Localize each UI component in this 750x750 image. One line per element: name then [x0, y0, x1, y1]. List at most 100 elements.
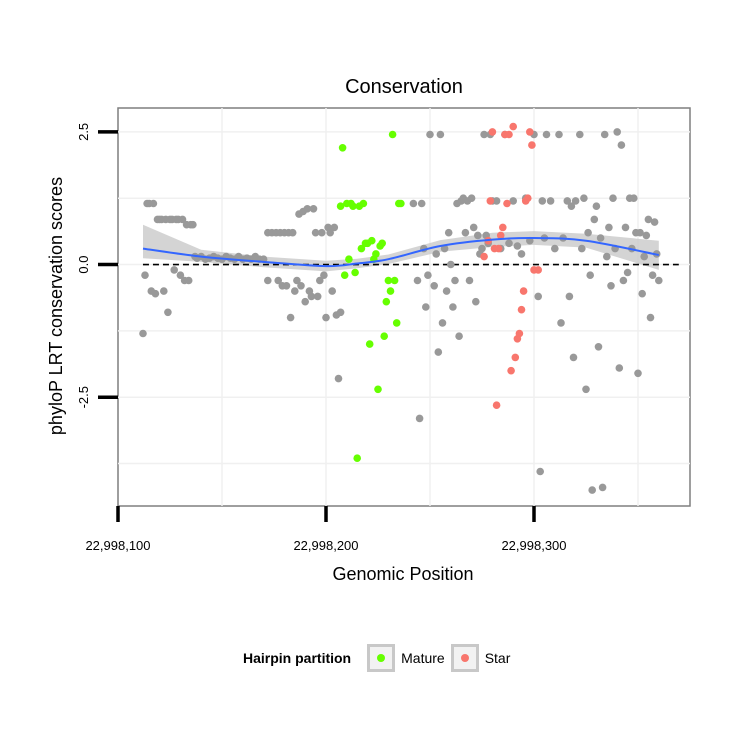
point-other — [542, 130, 551, 139]
legend-label-mature: Mature — [401, 650, 445, 666]
series-mature — [336, 130, 405, 463]
point-star — [496, 231, 505, 240]
point-mature — [340, 271, 349, 280]
point-other — [320, 271, 328, 280]
point-other — [467, 194, 476, 202]
point-mature — [338, 144, 347, 152]
point-other — [592, 202, 601, 210]
point-other — [440, 244, 449, 253]
point-other — [517, 250, 526, 258]
point-other — [139, 329, 147, 338]
point-other — [322, 313, 330, 322]
point-other — [178, 215, 187, 224]
point-other — [184, 276, 193, 285]
point-other — [417, 199, 426, 208]
point-other — [426, 130, 434, 139]
point-other — [551, 244, 559, 253]
point-other — [444, 228, 453, 237]
point-other — [646, 313, 655, 322]
point-other — [509, 197, 517, 205]
point-other — [434, 348, 443, 356]
point-other — [311, 228, 320, 237]
y-tick-label: 2.5 — [76, 123, 91, 141]
point-other — [640, 252, 648, 261]
point-other — [264, 276, 272, 285]
point-star — [517, 305, 526, 314]
legend-dot-mature — [377, 654, 386, 662]
x-tick-label: 22,998,100 — [85, 538, 150, 553]
point-mature — [336, 202, 345, 210]
y-tick-label: -2.5 — [76, 386, 91, 408]
y-axis-label: phyloP LRT conservation scores — [46, 177, 66, 435]
point-other — [650, 218, 659, 226]
x-tick-label: 22,998,300 — [501, 538, 566, 553]
point-other — [432, 250, 441, 258]
point-star — [509, 122, 517, 131]
point-other — [465, 276, 474, 285]
point-other — [424, 271, 432, 280]
point-other — [588, 486, 596, 494]
point-mature — [388, 130, 397, 139]
point-other — [492, 197, 501, 205]
point-other — [580, 194, 588, 202]
point-mature — [378, 239, 387, 248]
point-star — [499, 223, 507, 232]
point-other — [586, 271, 594, 280]
point-other — [594, 343, 603, 351]
point-other — [413, 276, 422, 285]
point-other — [478, 244, 486, 253]
point-other — [644, 215, 653, 224]
point-other — [513, 242, 522, 250]
point-other — [436, 130, 445, 139]
point-other — [578, 244, 586, 253]
point-other — [557, 319, 565, 327]
point-other — [449, 303, 457, 311]
point-star — [494, 244, 503, 253]
point-other — [274, 276, 283, 285]
legend-key-mature — [367, 644, 396, 672]
point-other — [634, 369, 642, 378]
point-other — [447, 260, 455, 269]
point-other — [141, 271, 149, 280]
point-mature — [386, 287, 395, 295]
point-other — [636, 228, 644, 237]
point-star — [505, 130, 513, 139]
point-other — [584, 228, 592, 237]
point-star — [507, 366, 515, 375]
point-other — [505, 239, 513, 248]
point-other — [536, 467, 544, 476]
point-star — [515, 329, 524, 338]
point-other — [149, 199, 158, 208]
point-other — [609, 194, 617, 202]
point-other — [293, 276, 301, 285]
point-other — [546, 197, 555, 205]
point-mature — [392, 319, 401, 327]
point-other — [316, 276, 324, 285]
confidence-band — [143, 224, 659, 272]
point-other — [569, 353, 578, 362]
legend-title: Hairpin partition — [243, 650, 352, 666]
point-other — [422, 303, 430, 311]
point-star — [488, 128, 497, 136]
point-other — [534, 292, 542, 301]
point-star — [486, 197, 495, 205]
point-mature — [372, 250, 380, 258]
point-other — [415, 414, 424, 423]
point-other — [638, 289, 646, 298]
point-other — [582, 385, 590, 394]
smooth-line-layer — [142, 236, 659, 268]
point-mature — [357, 244, 366, 253]
legend-key-star — [450, 644, 479, 672]
legend: Hairpin partition Mature Star — [243, 640, 516, 676]
series-other — [139, 128, 663, 494]
grid-lines — [118, 108, 690, 506]
point-other — [565, 292, 574, 301]
smooth-line — [142, 236, 659, 268]
point-star — [526, 128, 534, 136]
point-other — [286, 313, 295, 322]
y-tick-label: 0.0 — [76, 256, 91, 274]
chart-title: Conservation — [345, 76, 463, 98]
point-mature — [345, 255, 353, 263]
point-other — [288, 228, 297, 237]
point-other — [623, 268, 632, 277]
